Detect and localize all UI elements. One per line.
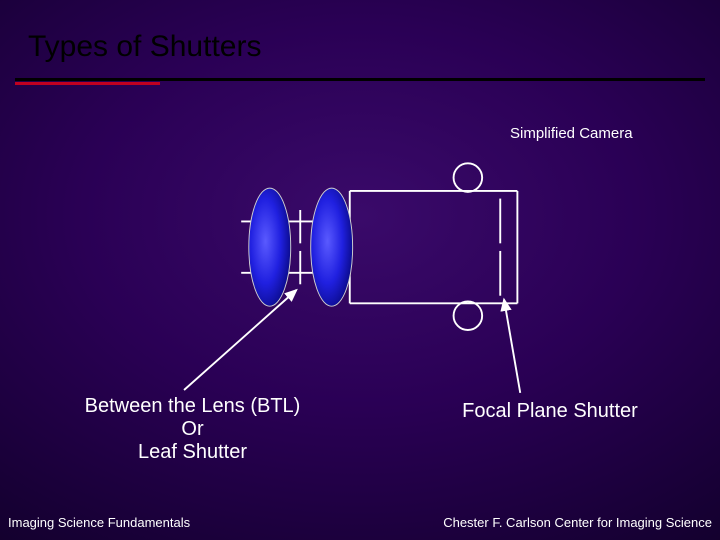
caption-fps: Focal Plane Shutter (430, 400, 670, 423)
camera-body-outline (350, 191, 518, 303)
film-spool-bottom (454, 301, 483, 330)
caption-simplified-camera: Simplified Camera (510, 125, 633, 142)
arrow-fps (504, 300, 520, 393)
caption-btl: Between the Lens (BTL) Or Leaf Shutter (60, 395, 325, 464)
film-spool-top (454, 163, 483, 192)
footer-left: Imaging Science Fundamentals (8, 515, 190, 530)
arrow-btl (184, 290, 296, 390)
lens-front (249, 188, 291, 306)
title-accent-line (15, 82, 160, 85)
slide-title: Types of Shutters (28, 30, 261, 64)
footer-right: Chester F. Carlson Center for Imaging Sc… (443, 515, 712, 530)
title-underline (15, 78, 705, 81)
lens-rear (311, 188, 353, 306)
